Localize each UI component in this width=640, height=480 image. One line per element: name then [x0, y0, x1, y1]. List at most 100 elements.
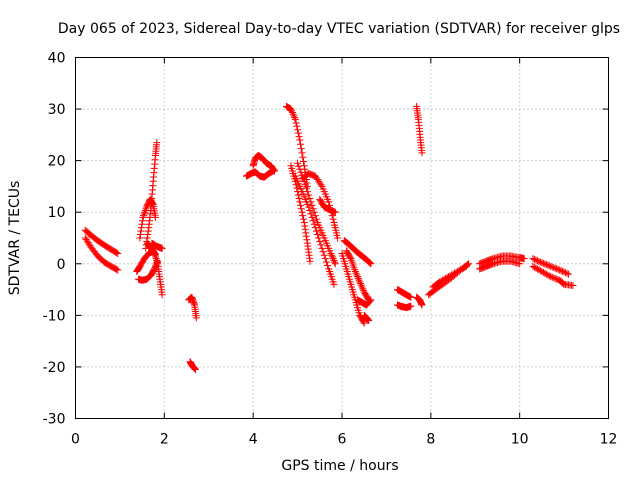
data-point: [149, 248, 157, 256]
data-points: [81, 102, 577, 374]
data-series: [291, 172, 338, 288]
data-point: [288, 107, 296, 115]
data-point: [331, 258, 339, 266]
data-point: [158, 291, 166, 299]
data-point: [334, 234, 342, 242]
data-point: [455, 267, 463, 275]
data-point: [331, 208, 339, 216]
data-point: [288, 109, 296, 117]
data-series: [249, 151, 278, 175]
data-point: [301, 225, 309, 233]
data-point: [439, 276, 447, 284]
data-point: [329, 215, 337, 223]
data-series: [394, 286, 415, 301]
data-series: [287, 162, 314, 265]
x-tick-label: 0: [71, 432, 80, 448]
y-axis-label: SDTVAR / TECUs: [7, 181, 23, 296]
data-point: [138, 217, 146, 225]
data-point: [418, 301, 426, 309]
data-point: [289, 110, 297, 118]
data-point: [113, 265, 121, 273]
data-point: [407, 302, 415, 310]
data-point: [311, 212, 319, 220]
data-point: [300, 215, 308, 223]
data-point: [306, 194, 314, 202]
data-point: [310, 208, 318, 216]
data-point: [357, 280, 365, 288]
data-point: [293, 184, 301, 192]
data-series: [294, 159, 339, 268]
data-point: [190, 364, 198, 372]
data-point: [158, 244, 166, 252]
data-point: [153, 256, 161, 264]
data-point: [151, 249, 159, 257]
data-point: [322, 258, 330, 266]
data-point: [539, 268, 547, 276]
data-point: [535, 257, 543, 265]
x-axis-label: GPS time / hours: [281, 458, 398, 474]
data-point: [151, 251, 159, 259]
data-series: [342, 247, 373, 304]
data-point: [300, 158, 308, 166]
data-point: [545, 272, 553, 280]
y-tick-label: 20: [48, 154, 66, 170]
data-point: [301, 222, 309, 230]
data-point: [440, 275, 448, 283]
data-point: [329, 255, 337, 263]
data-point: [152, 253, 160, 261]
data-point: [320, 251, 328, 259]
data-point: [138, 220, 146, 228]
data-point: [351, 268, 359, 276]
data-point: [309, 205, 317, 213]
data-point: [306, 206, 314, 214]
data-point: [538, 259, 546, 267]
data-point: [562, 269, 570, 277]
data-point: [136, 234, 144, 242]
y-tick-label: -20: [43, 360, 66, 376]
data-series: [81, 226, 122, 257]
data-point: [294, 129, 302, 137]
data-point: [532, 264, 540, 272]
data-point: [270, 167, 278, 175]
data-point: [144, 227, 152, 235]
data-point: [296, 198, 304, 206]
data-point: [141, 208, 149, 216]
data-point: [290, 112, 298, 120]
data-point: [139, 213, 147, 221]
data-point: [300, 219, 308, 227]
data-point: [365, 298, 373, 306]
x-tick-label: 12: [600, 432, 618, 448]
data-point: [317, 181, 325, 189]
data-point: [331, 260, 339, 268]
data-point: [152, 255, 160, 263]
data-point: [293, 122, 301, 130]
data-point: [316, 237, 324, 245]
data-point: [295, 133, 303, 141]
data-point: [269, 165, 277, 173]
data-point: [137, 224, 145, 232]
x-tick-labels: 0 2 4 6 8 10 12: [71, 432, 617, 448]
data-point: [436, 278, 444, 286]
data-point: [190, 364, 198, 372]
y-tick-label: 0: [57, 257, 66, 273]
data-point: [535, 266, 543, 274]
data-point: [449, 270, 457, 278]
data-point: [456, 266, 464, 274]
data-point: [560, 268, 568, 276]
data-series: [429, 262, 470, 291]
plot-frame: [75, 57, 609, 419]
data-point: [113, 249, 121, 257]
data-point: [297, 168, 305, 176]
data-point: [367, 296, 375, 304]
data-point: [553, 275, 561, 283]
data-point: [307, 198, 315, 206]
grid: [75, 57, 609, 419]
data-point: [437, 277, 445, 285]
data-point: [292, 119, 300, 127]
data-point: [443, 274, 451, 282]
data-point: [149, 200, 157, 208]
data-point: [299, 153, 307, 161]
x-tick-label: 10: [511, 432, 529, 448]
data-point: [297, 205, 305, 213]
data-point: [532, 256, 540, 264]
